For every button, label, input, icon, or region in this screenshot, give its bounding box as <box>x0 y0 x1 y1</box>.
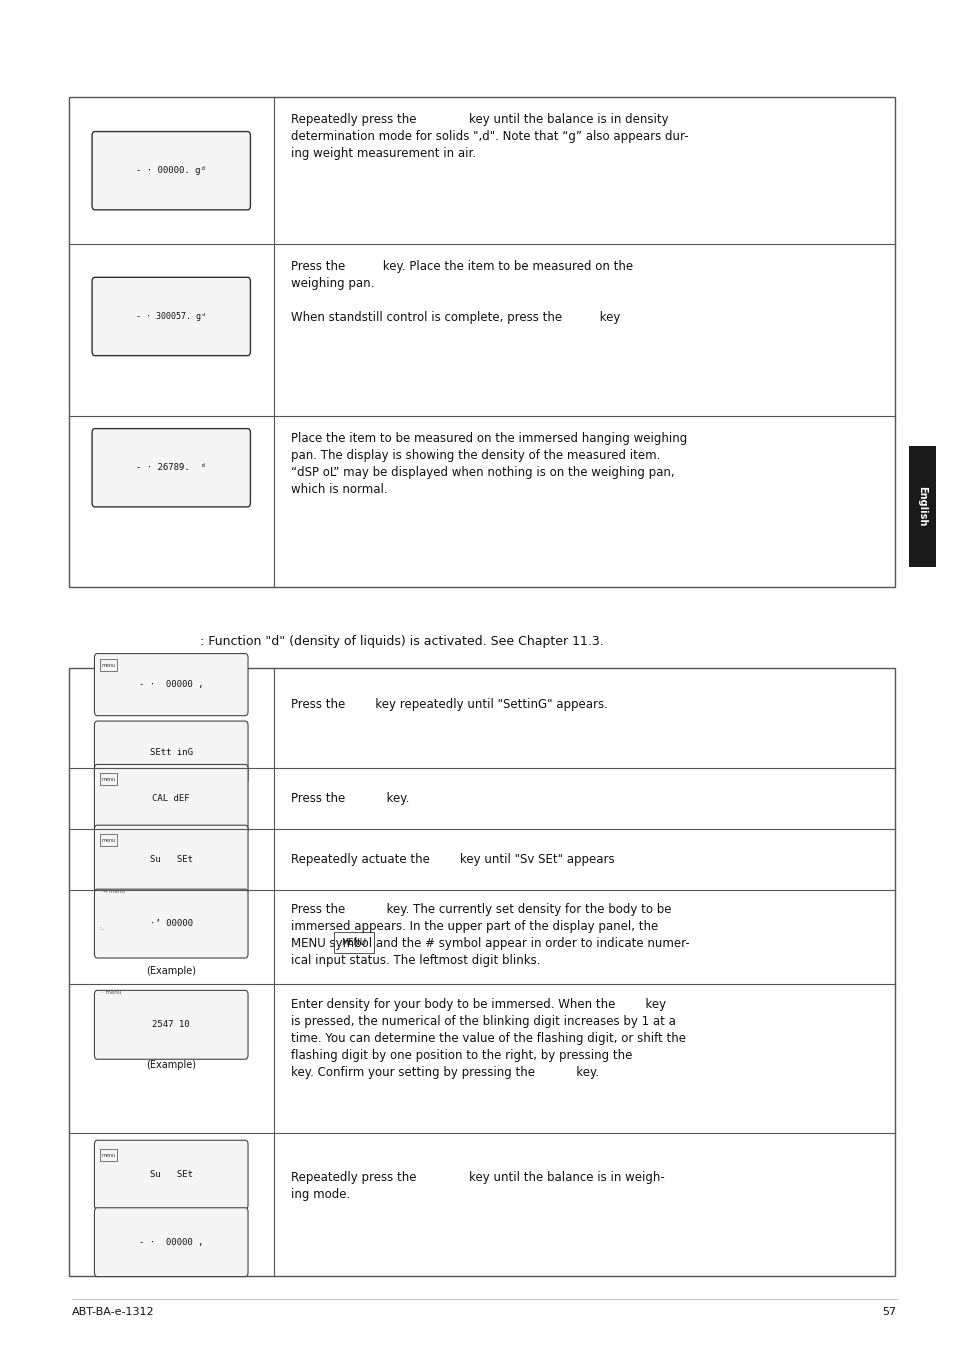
Text: Enter density for your body to be immersed. When the        key
is pressed, the : Enter density for your body to be immers… <box>291 998 685 1079</box>
Text: CAL dEF: CAL dEF <box>152 794 190 803</box>
Text: Press the           key.: Press the key. <box>291 792 409 806</box>
FancyBboxPatch shape <box>94 1208 248 1277</box>
Text: Place the item to be measured on the immersed hanging weighing
pan. The display : Place the item to be measured on the imm… <box>291 432 686 495</box>
Text: MENU: MENU <box>341 938 366 948</box>
Text: 2547 10: 2547 10 <box>152 1021 190 1029</box>
Bar <box>69 97 894 587</box>
Text: menu: menu <box>102 776 115 782</box>
Text: Su   SEt: Su SEt <box>150 855 193 864</box>
FancyBboxPatch shape <box>94 721 248 783</box>
Text: - · 00000. gᵈ: - · 00000. gᵈ <box>136 166 206 176</box>
FancyBboxPatch shape <box>91 428 250 506</box>
Text: - · 26789.  ᵈ: - · 26789. ᵈ <box>136 463 206 472</box>
Text: menu: menu <box>102 837 115 842</box>
Text: Repeatedly actuate the        key until "Sv SEt" appears: Repeatedly actuate the key until "Sv SEt… <box>291 853 614 867</box>
Text: Press the        key repeatedly until "SettinG" appears.: Press the key repeatedly until "SettinG"… <box>291 698 607 711</box>
Text: menu: menu <box>102 663 115 667</box>
Text: (Example): (Example) <box>146 967 196 976</box>
Text: Press the          key. Place the item to be measured on the
weighing pan.

When: Press the key. Place the item to be meas… <box>291 261 633 324</box>
Text: · menu: · menu <box>102 990 121 995</box>
FancyBboxPatch shape <box>94 825 248 894</box>
Text: 57: 57 <box>882 1307 896 1318</box>
FancyBboxPatch shape <box>94 653 248 716</box>
FancyBboxPatch shape <box>334 931 374 953</box>
Text: - ·  00000 ,: - · 00000 , <box>139 1238 203 1246</box>
Text: Press the           key. The currently set density for the body to be
immersed a: Press the key. The currently set density… <box>291 903 689 968</box>
Text: - ·  00000 ,: - · 00000 , <box>139 680 203 688</box>
FancyBboxPatch shape <box>91 277 250 355</box>
Text: SEtt inG: SEtt inG <box>150 748 193 756</box>
FancyBboxPatch shape <box>94 991 248 1060</box>
Text: - · 300057. gᵈ: - · 300057. gᵈ <box>136 312 206 321</box>
Text: Repeatedly press the              key until the balance is in weigh-
ing mode.: Repeatedly press the key until the balan… <box>291 1170 664 1200</box>
Text: ·4 menu: ·4 menu <box>102 888 125 894</box>
FancyBboxPatch shape <box>94 890 248 958</box>
Text: ’··: ’·· <box>99 926 105 931</box>
Text: Su   SEt: Su SEt <box>150 1170 193 1179</box>
FancyBboxPatch shape <box>94 764 248 833</box>
Text: menu: menu <box>102 1153 115 1157</box>
Bar <box>69 668 894 1276</box>
FancyBboxPatch shape <box>91 131 250 209</box>
Text: Repeatedly press the              key until the balance is in density
determinat: Repeatedly press the key until the balan… <box>291 113 688 161</box>
Text: ·’ 00000: ·’ 00000 <box>150 919 193 927</box>
FancyBboxPatch shape <box>908 446 935 567</box>
Text: ABT-BA-e-1312: ABT-BA-e-1312 <box>71 1307 154 1318</box>
Text: : Function "d" (density of liquids) is activated. See Chapter 11.3.: : Function "d" (density of liquids) is a… <box>200 634 603 648</box>
FancyBboxPatch shape <box>94 1141 248 1210</box>
Text: (Example): (Example) <box>146 1060 196 1071</box>
Text: English: English <box>917 486 926 526</box>
